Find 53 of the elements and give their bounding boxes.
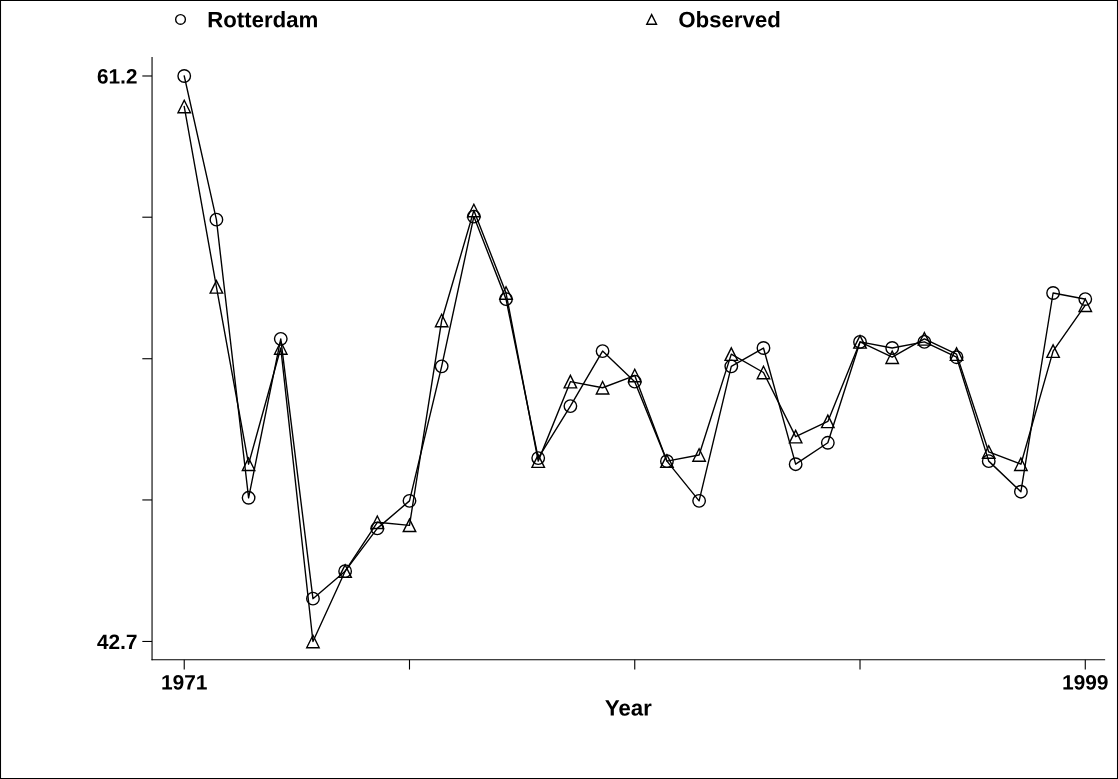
point — [370, 521, 385, 536]
x-axis-title: Year — [605, 700, 652, 716]
point — [820, 414, 835, 429]
point — [1078, 292, 1093, 307]
point — [177, 69, 192, 83]
point — [402, 493, 417, 508]
point — [273, 331, 288, 346]
y-tick-label: 42.7 — [97, 634, 137, 650]
point — [499, 292, 513, 307]
point — [402, 518, 417, 533]
point — [1013, 484, 1028, 499]
point — [241, 490, 256, 505]
point — [724, 347, 739, 362]
point — [306, 634, 320, 649]
point — [177, 99, 192, 114]
point — [241, 457, 256, 472]
point — [756, 365, 771, 380]
point — [273, 341, 288, 355]
point — [627, 368, 642, 383]
point — [434, 359, 449, 374]
legend-label: Rotterdam — [208, 11, 317, 28]
point — [627, 374, 642, 389]
point — [692, 448, 707, 462]
y-tick-label: 61.2 — [97, 68, 137, 84]
point — [820, 435, 835, 450]
point — [1078, 298, 1093, 313]
point — [499, 286, 513, 300]
point — [306, 591, 320, 606]
point — [466, 203, 481, 218]
point — [563, 399, 578, 414]
legend-label: Observed — [679, 11, 780, 28]
point — [981, 454, 996, 469]
x-tick-label: 1999 — [1063, 674, 1108, 690]
point — [885, 350, 900, 365]
point — [1013, 457, 1028, 472]
point — [466, 209, 481, 224]
point — [595, 380, 610, 395]
point — [370, 515, 385, 530]
point — [209, 212, 224, 227]
x-tick-label: 1971 — [162, 674, 207, 690]
point — [563, 374, 578, 389]
point — [724, 359, 739, 374]
point — [1046, 344, 1061, 359]
point — [692, 493, 707, 508]
point — [434, 313, 449, 328]
point — [788, 457, 803, 472]
point — [209, 279, 224, 294]
point — [595, 344, 610, 359]
point — [981, 445, 996, 459]
point — [885, 341, 900, 355]
point — [1046, 286, 1061, 300]
point — [788, 429, 803, 444]
point — [756, 341, 771, 355]
